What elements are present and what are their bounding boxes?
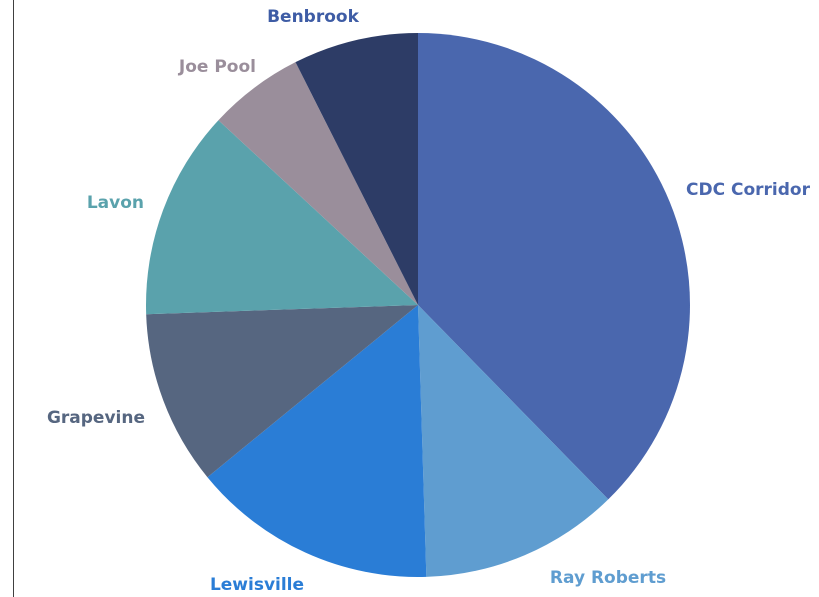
label-lewisville: Lewisville bbox=[210, 575, 304, 595]
chart-frame bbox=[13, 0, 819, 597]
slice-lavon bbox=[146, 120, 419, 315]
slice-joe-pool bbox=[218, 62, 418, 306]
label-lavon: Lavon bbox=[87, 193, 144, 213]
slice-lewisville bbox=[207, 305, 427, 577]
label-grapevine: Grapevine bbox=[47, 408, 145, 428]
slice-cdc-corridor bbox=[418, 33, 690, 500]
pie-slices bbox=[146, 33, 690, 577]
label-benbrook: Benbrook bbox=[267, 7, 360, 27]
slice-ray-roberts bbox=[418, 305, 609, 577]
label-ray-roberts: Ray Roberts bbox=[550, 568, 666, 588]
label-joe-pool: Joe Pool bbox=[178, 57, 256, 77]
pie-labels: CDC Corridor Ray Roberts Lewisville Grapevi… bbox=[47, 7, 811, 595]
slice-benbrook bbox=[295, 33, 418, 305]
label-cdc-corridor: CDC Corridor bbox=[686, 180, 811, 200]
slice-grapevine bbox=[146, 305, 418, 478]
